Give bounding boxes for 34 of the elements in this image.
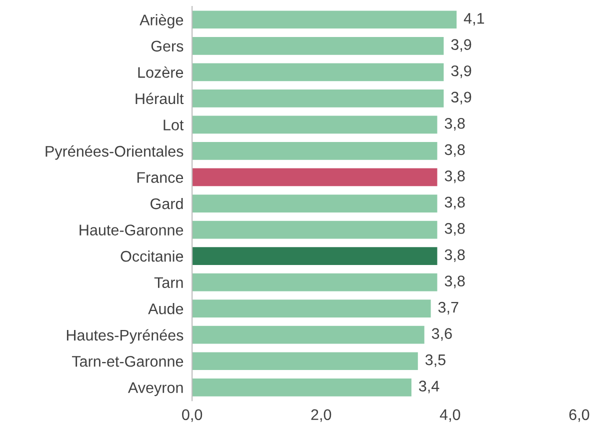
y-tick-label: Tarn-et-Garonne bbox=[72, 356, 184, 367]
y-tick-label: France bbox=[137, 172, 184, 183]
data-label: 3,8 bbox=[444, 196, 465, 210]
x-tick-label: 2,0 bbox=[311, 409, 332, 422]
data-label: 3,8 bbox=[444, 144, 465, 157]
y-tick-label: Aveyron bbox=[128, 382, 183, 396]
y-tick-label: Ariège bbox=[140, 14, 184, 28]
data-label: 3,8 bbox=[444, 223, 465, 236]
y-tick-label: Aude bbox=[148, 303, 184, 314]
y-tick-label: Occitanie bbox=[120, 250, 184, 262]
data-label: 3,9 bbox=[451, 65, 472, 78]
y-tick-label: Lot bbox=[164, 120, 184, 130]
data-label: 3,9 bbox=[451, 92, 472, 104]
data-label: 3,8 bbox=[444, 276, 465, 288]
data-label: 3,5 bbox=[425, 354, 446, 368]
data-label: 3,7 bbox=[438, 302, 458, 314]
x-tick-label: 4,0 bbox=[440, 409, 460, 422]
y-tick-label: Gers bbox=[151, 40, 184, 52]
data-label: 3,8 bbox=[444, 118, 465, 131]
y-tick-label: Hérault bbox=[136, 92, 184, 104]
data-label: 4,1 bbox=[464, 13, 484, 26]
y-tick-label: Hautes-Pyrénées bbox=[66, 329, 184, 344]
x-tick-label: 6,0 bbox=[569, 409, 590, 422]
x-tick-label: 0,0 bbox=[182, 409, 202, 422]
data-label: 3,4 bbox=[418, 380, 440, 394]
y-tick-label: Gard bbox=[150, 198, 183, 210]
y-tick-label: Pyrénées-Orientales bbox=[46, 145, 184, 160]
data-label: 3,9 bbox=[451, 39, 472, 52]
data-label: 3,8 bbox=[444, 170, 465, 184]
y-tick-label: Lozère bbox=[138, 66, 184, 78]
data-label: 3,8 bbox=[444, 249, 465, 262]
data-label: 3,6 bbox=[432, 328, 452, 341]
y-tick-label: Haute-Garonne bbox=[80, 224, 184, 236]
y-tick-label: Tarn bbox=[154, 277, 183, 288]
